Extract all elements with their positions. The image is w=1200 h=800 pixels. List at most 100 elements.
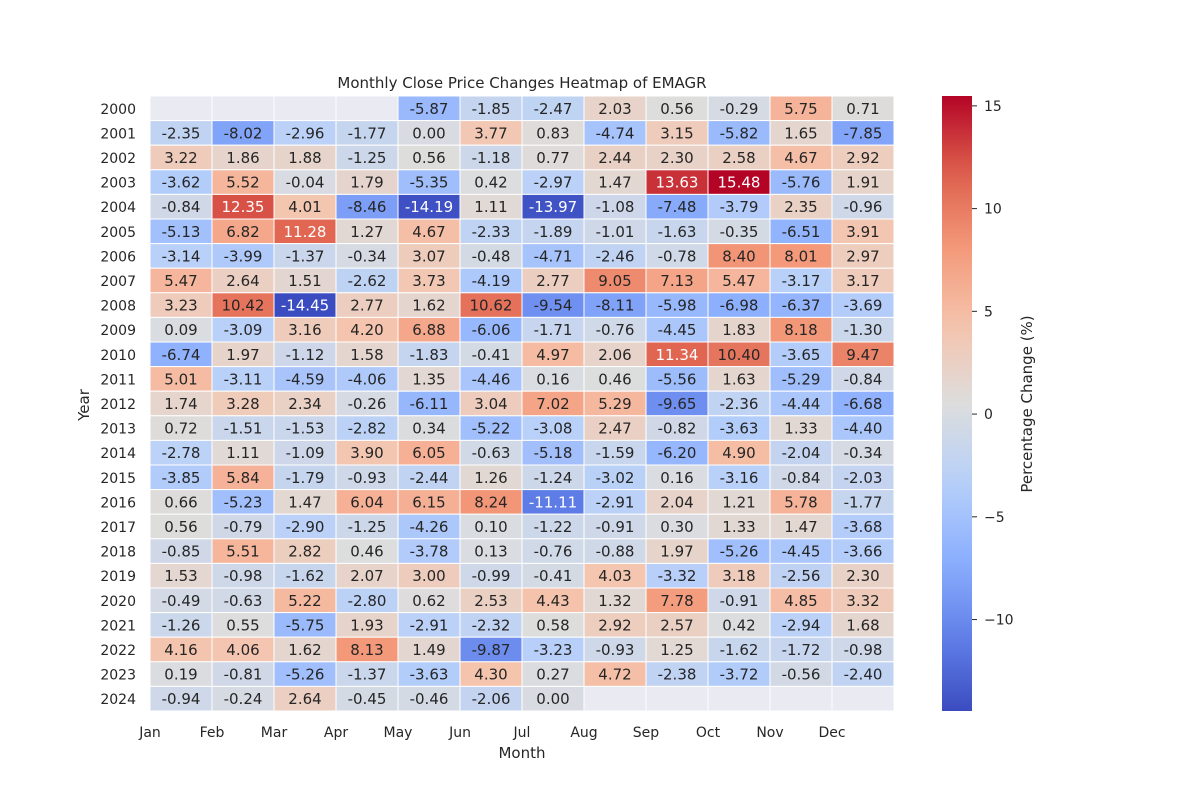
y-tick-label: 2010 xyxy=(100,348,136,364)
heatmap-cell xyxy=(459,538,523,564)
cell-value-label: -5.98 xyxy=(658,297,697,315)
x-tick-label: Jan xyxy=(138,725,161,741)
heatmap-cell xyxy=(397,120,461,146)
heatmap-cell xyxy=(831,95,895,122)
y-tick-label: 2016 xyxy=(100,495,136,511)
heatmap-cells xyxy=(149,95,895,712)
cell-value-label: -0.93 xyxy=(596,641,635,659)
cell-value-label: 0.46 xyxy=(598,370,631,388)
cell-value-label: -6.98 xyxy=(720,297,759,315)
y-tick-label: 2003 xyxy=(100,176,136,192)
cell-value-label: 0.77 xyxy=(536,149,569,167)
cell-value-label: -2.91 xyxy=(410,616,449,634)
cell-value-label: 3.77 xyxy=(474,124,507,142)
cell-value-label: -3.65 xyxy=(782,346,821,364)
cell-value-label: 2.47 xyxy=(598,420,631,438)
heatmap-cell xyxy=(831,218,895,245)
cell-value-label: -1.37 xyxy=(286,247,325,265)
cell-value-label: 1.26 xyxy=(474,469,507,487)
cell-value-label: 4.03 xyxy=(598,567,631,585)
cell-value-label: 1.97 xyxy=(660,543,693,561)
heatmap-cell xyxy=(459,366,523,392)
y-tick-label: 2005 xyxy=(100,225,136,241)
heatmap-cell xyxy=(645,612,709,638)
cell-value-label: -2.35 xyxy=(162,124,201,142)
cell-value-label: 2.44 xyxy=(598,149,631,167)
cell-value-label: 0.66 xyxy=(164,493,197,511)
cell-value-label: -3.63 xyxy=(410,666,449,684)
cell-value-label: 6.04 xyxy=(350,493,383,511)
cell-value-label: 0.56 xyxy=(660,100,693,118)
heatmap-cell xyxy=(769,464,833,491)
cell-value-label: -2.96 xyxy=(286,124,325,142)
cell-value-label: 1.47 xyxy=(288,493,321,511)
colorbar-tick-label: 5 xyxy=(984,304,993,320)
cell-value-label: 3.00 xyxy=(412,567,445,585)
y-tick-label: 2020 xyxy=(100,594,136,610)
y-tick-label: 2009 xyxy=(100,323,136,339)
cell-value-label: 5.75 xyxy=(784,100,817,118)
cell-value-label: -0.56 xyxy=(782,666,821,684)
cell-value-label: -0.24 xyxy=(224,690,263,708)
heatmap-cell xyxy=(459,218,523,245)
heatmap-cell xyxy=(459,292,523,318)
heatmap-cell xyxy=(211,538,275,564)
cell-value-label: -2.33 xyxy=(472,223,511,241)
cell-value-label: -5.82 xyxy=(720,124,759,142)
heatmap-cell-empty xyxy=(769,685,833,712)
cell-value-label: 0.71 xyxy=(846,100,879,118)
cell-value-label: 0.72 xyxy=(164,420,197,438)
cell-value-label: -4.40 xyxy=(844,420,883,438)
heatmap-cell xyxy=(521,193,585,220)
cell-value-label: 2.30 xyxy=(846,567,879,585)
x-tick-label: Mar xyxy=(261,725,288,741)
cell-value-label: 1.25 xyxy=(660,641,693,659)
cell-value-label: -5.26 xyxy=(720,543,759,561)
heatmap-cell xyxy=(645,292,709,318)
cell-value-label: 2.82 xyxy=(288,543,321,561)
cell-value-label: -0.49 xyxy=(162,592,201,610)
cell-value-label: 1.33 xyxy=(722,518,755,536)
heatmap-cell xyxy=(459,513,523,540)
cell-value-label: 4.72 xyxy=(598,666,631,684)
heatmap-cell xyxy=(645,587,709,614)
cell-value-label: -8.46 xyxy=(348,198,387,216)
heatmap-cell xyxy=(149,464,213,491)
cell-value-label: 6.88 xyxy=(412,321,445,339)
cell-value-label: -1.37 xyxy=(348,666,387,684)
heatmap-cell xyxy=(397,538,461,564)
heatmap-cell xyxy=(149,169,213,195)
heatmap-cell xyxy=(583,439,647,466)
cell-value-label: 3.15 xyxy=(660,124,693,142)
cell-value-label: -3.09 xyxy=(224,321,263,339)
heatmap-cell xyxy=(335,120,399,146)
heatmap-cell xyxy=(831,612,895,638)
cell-value-label: -4.71 xyxy=(534,247,573,265)
cell-value-label: -5.56 xyxy=(658,370,697,388)
cell-value-label: 1.35 xyxy=(412,370,445,388)
cell-value-label: -0.34 xyxy=(844,444,883,462)
heatmap-cell xyxy=(583,341,647,368)
heatmap-cell xyxy=(273,341,337,368)
y-tick-label: 2002 xyxy=(100,151,136,167)
heatmap-cell xyxy=(335,218,399,245)
cell-value-label: -4.46 xyxy=(472,370,511,388)
cell-value-label: -3.23 xyxy=(534,641,573,659)
heatmap-cell xyxy=(149,685,213,712)
cell-value-label: -1.12 xyxy=(286,346,325,364)
chart-title: Monthly Close Price Changes Heatmap of E… xyxy=(337,74,706,92)
cell-value-labels: -5.87 -1.85 -2.47 2.03 0.56 -0.29 5.75 0.71 -2.3… xyxy=(162,100,883,708)
heatmap-cell xyxy=(769,169,833,195)
cell-value-label: -6.06 xyxy=(472,321,511,339)
cell-value-label: -3.62 xyxy=(162,174,201,192)
heatmap-cell xyxy=(769,562,833,589)
cell-value-label: -0.99 xyxy=(472,567,511,585)
heatmap-cell xyxy=(583,513,647,540)
heatmap-cell xyxy=(521,366,585,392)
cell-value-label: 1.68 xyxy=(846,616,879,634)
cell-value-label: 2.58 xyxy=(722,149,755,167)
y-tick-label: 2024 xyxy=(100,692,136,708)
heatmap-cell xyxy=(521,513,585,540)
heatmap-cell xyxy=(707,489,771,515)
